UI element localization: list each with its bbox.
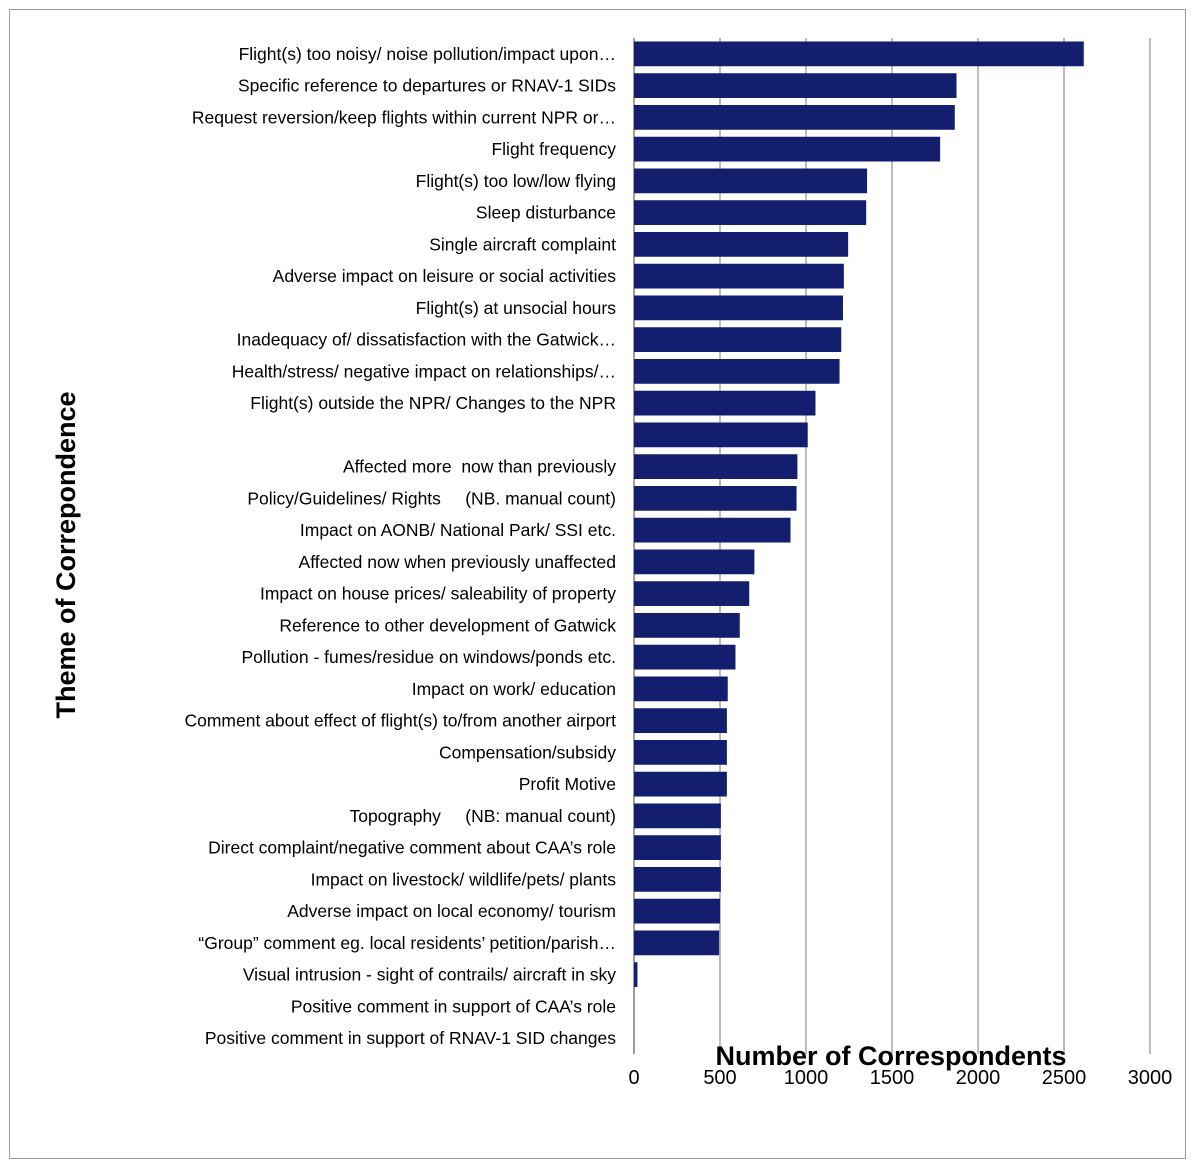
x-tick-label: 1000 bbox=[784, 1067, 829, 1089]
category-label: Single aircraft complaint bbox=[429, 234, 616, 254]
category-label: Adverse impact on local economy/ tourism bbox=[287, 901, 616, 921]
bar bbox=[634, 898, 720, 924]
bar bbox=[634, 549, 755, 575]
category-label: Impact on livestock/ wildlife/pets/ plan… bbox=[311, 869, 617, 889]
x-tick-label: 3000 bbox=[1128, 1067, 1173, 1089]
category-label: Flight(s) too low/low flying bbox=[416, 171, 616, 191]
category-label: Topography (NB: manual count) bbox=[349, 806, 616, 826]
bars bbox=[634, 41, 1084, 988]
category-label: Reference to other development of Gatwic… bbox=[279, 615, 616, 635]
bar bbox=[634, 327, 842, 353]
bar bbox=[634, 771, 727, 797]
category-label: Policy/Guidelines/ Rights (NB. manual co… bbox=[247, 488, 616, 508]
x-tick-label: 1500 bbox=[870, 1067, 915, 1089]
bar bbox=[634, 835, 721, 861]
bar bbox=[634, 866, 721, 892]
bar bbox=[634, 295, 843, 321]
category-label: Profit Motive bbox=[519, 774, 616, 794]
category-label: Pollution - fumes/residue on windows/pon… bbox=[241, 647, 616, 667]
category-label: Adverse impact on leisure or social acti… bbox=[273, 266, 617, 286]
category-label: Flight(s) too noisy/ noise pollution/imp… bbox=[239, 44, 616, 64]
bar bbox=[634, 962, 638, 988]
category-label: Request reversion/keep flights within cu… bbox=[192, 107, 616, 127]
category-label: Flight(s) at unsocial hours bbox=[416, 298, 617, 318]
category-label: Sleep disturbance bbox=[476, 203, 616, 223]
x-tick-label: 500 bbox=[703, 1067, 736, 1089]
bar bbox=[634, 803, 721, 829]
bar bbox=[634, 517, 791, 543]
bar bbox=[634, 73, 957, 99]
x-tick-label: 2500 bbox=[1042, 1067, 1087, 1089]
x-axis-title: Number of Correspondents bbox=[715, 1041, 1066, 1071]
bar bbox=[634, 263, 844, 289]
category-label: Direct complaint/negative comment about … bbox=[208, 838, 616, 858]
category-label: Flight(s) outside the NPR/ Changes to th… bbox=[250, 393, 616, 413]
bar bbox=[634, 358, 840, 384]
x-tick-labels: 0 500 1000 1500 2000 2500 3000 bbox=[628, 1067, 1172, 1089]
bar bbox=[634, 644, 736, 670]
category-label: Comment about effect of flight(s) to/fro… bbox=[184, 711, 616, 731]
category-label: Impact on AONB/ National Park/ SSI etc. bbox=[300, 520, 616, 540]
chart-frame: Flight(s) too noisy/ noise pollution/imp… bbox=[9, 9, 1186, 1159]
bar bbox=[634, 231, 849, 257]
bar bbox=[634, 104, 955, 130]
category-label: Compensation/subsidy bbox=[439, 742, 616, 762]
bar bbox=[634, 454, 798, 480]
category-label: “Group” comment eg. local residents’ pet… bbox=[198, 933, 616, 953]
bar bbox=[634, 708, 727, 734]
category-label: Positive comment in support of CAA’s rol… bbox=[291, 996, 616, 1016]
category-label: Impact on work/ education bbox=[412, 679, 616, 699]
category-label: Flight frequency bbox=[491, 139, 616, 159]
x-tick-label: 2000 bbox=[956, 1067, 1001, 1089]
bar bbox=[634, 41, 1084, 67]
bar bbox=[634, 930, 720, 956]
category-label: Affected more now than previously bbox=[343, 457, 616, 477]
bar bbox=[634, 739, 727, 765]
category-label: Inadequacy of/ dissatisfaction with the … bbox=[237, 330, 616, 350]
bar-chart: Flight(s) too noisy/ noise pollution/imp… bbox=[51, 38, 1172, 1089]
category-label: Health/stress/ negative impact on relati… bbox=[232, 361, 616, 381]
category-label: Impact on house prices/ saleability of p… bbox=[260, 584, 616, 604]
bar bbox=[634, 136, 941, 162]
bar bbox=[634, 422, 808, 448]
category-label: Visual intrusion - sight of contrails/ a… bbox=[243, 965, 616, 985]
category-label: Positive comment in support of RNAV-1 SI… bbox=[205, 1028, 616, 1048]
bar bbox=[634, 200, 867, 226]
bar bbox=[634, 676, 728, 702]
y-axis-title: Theme of Correpondence bbox=[51, 391, 81, 718]
bar bbox=[634, 168, 868, 194]
category-label: Affected now when previously unaffected bbox=[299, 552, 616, 572]
x-tick-label: 0 bbox=[628, 1067, 639, 1089]
bar bbox=[634, 390, 816, 416]
category-labels: Flight(s) too noisy/ noise pollution/imp… bbox=[184, 44, 616, 1048]
category-label: Specific reference to departures or RNAV… bbox=[238, 76, 616, 96]
bar bbox=[634, 485, 797, 511]
bar bbox=[634, 581, 750, 607]
bar bbox=[634, 612, 740, 638]
